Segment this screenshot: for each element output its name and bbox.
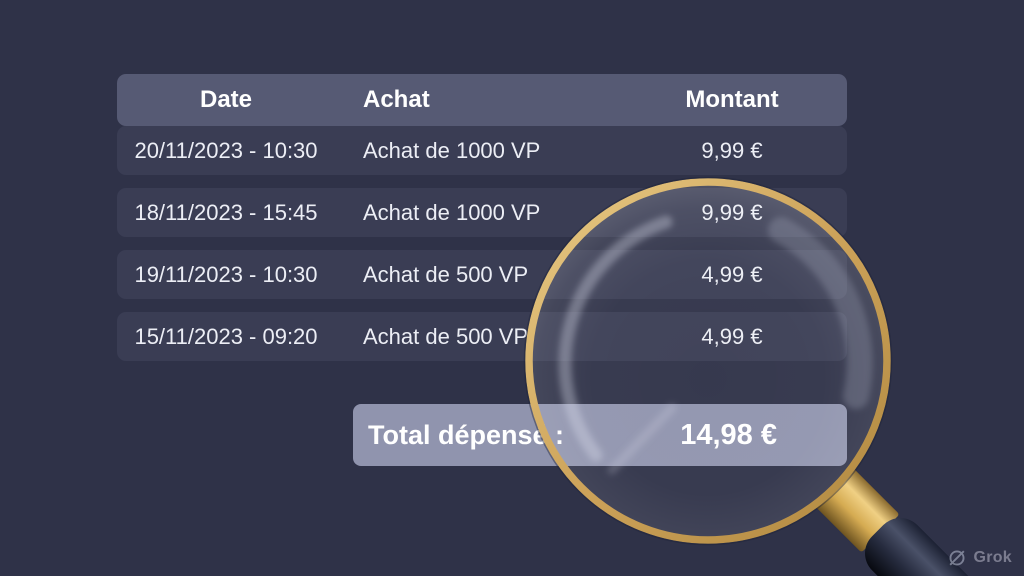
purchase-history-table: Date Achat Montant 20/11/2023 - 10:30 Ac… — [117, 74, 847, 466]
total-spent-bar: Total dépensé : 14,98 € — [353, 404, 847, 466]
cell-achat: Achat de 500 VP — [363, 323, 529, 349]
table-row: 19/11/2023 - 10:30 Achat de 500 VP 4,99 … — [117, 250, 847, 299]
cell-montant: 4,99 € — [701, 261, 763, 287]
column-header-date: Date — [199, 86, 253, 113]
cell-montant: 9,99 € — [701, 199, 763, 225]
total-label: Total dépensé : — [368, 419, 565, 450]
cell-achat: Achat de 1000 VP — [363, 199, 541, 225]
grok-watermark-label: Grok — [973, 549, 1012, 566]
grok-watermark: Grok — [947, 548, 1012, 568]
table-row: 18/11/2023 - 15:45 Achat de 1000 VP 9,99… — [117, 188, 847, 237]
column-header-achat: Achat — [363, 86, 430, 113]
table-header-row: Date Achat Montant — [117, 74, 847, 126]
table-row: 20/11/2023 - 10:30 Achat de 1000 VP 9,99… — [117, 126, 847, 175]
grok-logo-icon — [949, 550, 965, 566]
cell-date: 18/11/2023 - 15:45 — [134, 199, 318, 225]
cell-date: 20/11/2023 - 10:30 — [134, 137, 318, 163]
table-row: 15/11/2023 - 09:20 Achat de 500 VP 4,99 … — [117, 312, 847, 361]
cell-achat: Achat de 1000 VP — [363, 137, 541, 163]
cell-montant: 4,99 € — [701, 323, 763, 349]
column-header-montant: Montant — [685, 86, 779, 113]
total-value: 14,98 € — [680, 418, 777, 451]
cell-montant: 9,99 € — [701, 137, 763, 163]
cell-date: 19/11/2023 - 10:30 — [134, 261, 318, 287]
cell-achat: Achat de 500 VP — [363, 261, 529, 287]
cell-date: 15/11/2023 - 09:20 — [134, 323, 318, 349]
